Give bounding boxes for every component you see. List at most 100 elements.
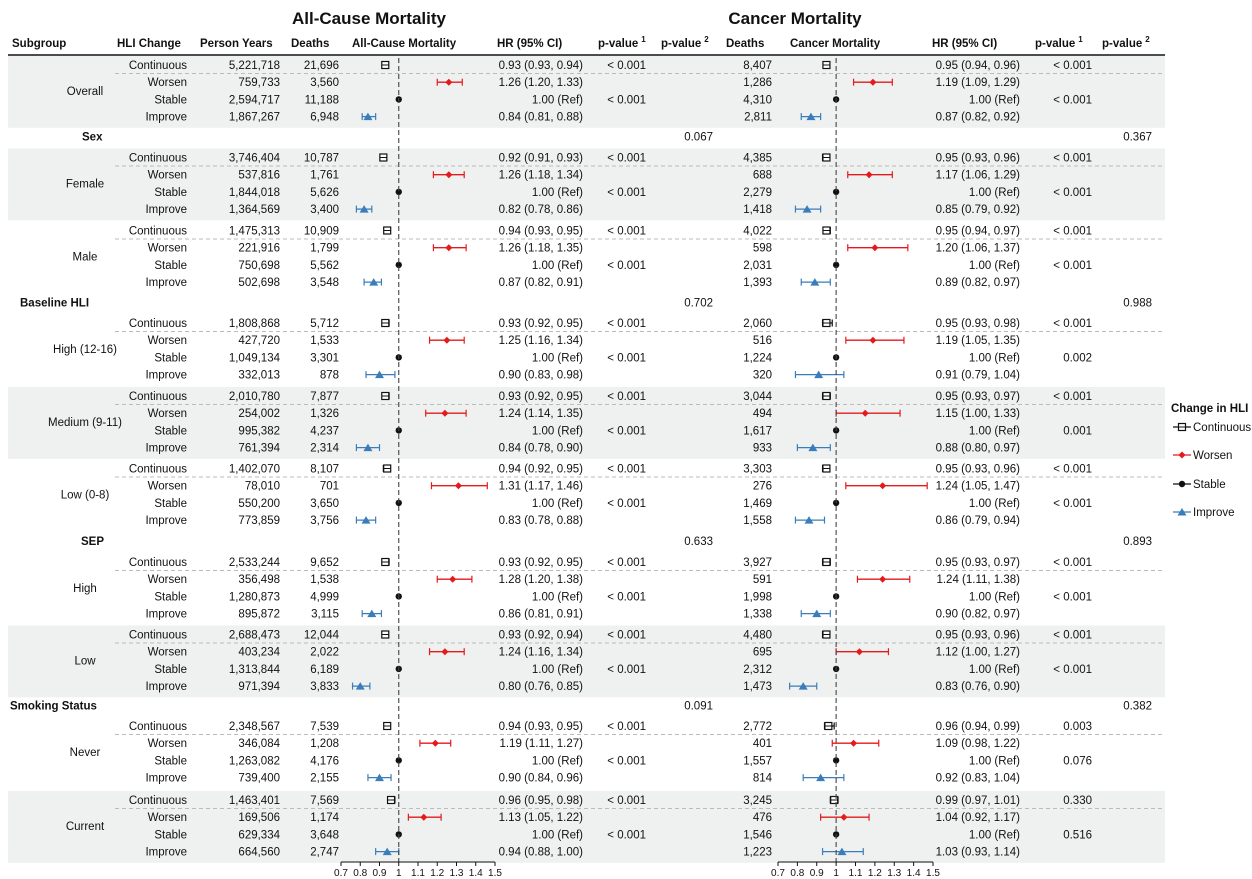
g0-r0-d1: 21,696 <box>304 60 339 72</box>
group-2: Male Continuous 1,475,313 10,909 0.94 (0.93,… <box>73 226 1165 289</box>
g6-r3-d2: 1,338 <box>743 609 772 621</box>
g4-r0-acm-point <box>381 391 390 401</box>
group-5: Low (0-8) Continuous 1,402,070 8,107 0.94 (0… <box>61 464 1165 527</box>
g1-r3-cm-point <box>802 205 812 213</box>
g1-r3-acm-point <box>359 205 369 213</box>
title-cancer: Cancer Mortality <box>728 9 862 28</box>
col-p1-acm-sup: 1 <box>641 35 646 44</box>
legend-label-2: Stable <box>1193 479 1226 491</box>
g6-r2-p1c: < 0.001 <box>1053 591 1092 603</box>
group-8-label: Never <box>70 747 101 759</box>
g5-r1-d2: 276 <box>753 481 772 493</box>
g8-r0-hr1: 0.94 (0.93, 0.95) <box>499 721 584 733</box>
g8-r2-p1c: 0.076 <box>1063 755 1092 767</box>
g5-r2-d2: 1,469 <box>743 498 772 510</box>
g2-r1-acm-point <box>445 244 453 252</box>
group-5-label: Low (0-8) <box>61 489 110 501</box>
g6-r3-acm-point <box>367 609 377 618</box>
header-1-label: Baseline HLI <box>20 298 89 310</box>
g8-r2-p1a: < 0.001 <box>607 755 646 767</box>
x-tick-label-acm-6: 1.3 <box>450 868 464 879</box>
g7-r2-d1: 6,189 <box>310 664 339 676</box>
legend-label-1: Worsen <box>1193 450 1232 462</box>
g2-r2-change: Stable <box>154 260 187 272</box>
g3-r1-acm-point <box>443 336 451 344</box>
g8-r3-py: 739,400 <box>238 773 280 785</box>
g9-r2-p1a: < 0.001 <box>607 829 646 841</box>
g4-r0-hr2: 0.95 (0.93, 0.97) <box>936 391 1021 403</box>
g2-r1-change: Worsen <box>148 243 187 255</box>
g9-r0-p1c: 0.330 <box>1063 795 1092 807</box>
g7-r2-change: Stable <box>154 664 187 676</box>
col-p2-acm-label: p-value <box>661 38 701 50</box>
g4-r3-hr1: 0.84 (0.78, 0.90) <box>499 443 584 455</box>
col-p1-cm-sup: 1 <box>1078 35 1083 44</box>
g9-r2-p1c: 0.516 <box>1063 829 1092 841</box>
g0-r1-d1: 3,560 <box>310 77 339 89</box>
header-0-label: Sex <box>82 132 103 144</box>
g1-r2-py: 1,844,018 <box>229 187 280 199</box>
g7-r0-change: Continuous <box>129 630 187 642</box>
g3-r1-cm-point <box>869 336 877 344</box>
col-plot-cm: Cancer Mortality <box>790 38 881 50</box>
g8-r1-cm-point <box>850 739 858 747</box>
g7-r0-py: 2,688,473 <box>229 630 280 642</box>
g4-r0-p1c: < 0.001 <box>1053 391 1092 403</box>
col-p2-cm-label: p-value <box>1102 38 1142 50</box>
group-8: Never Continuous 2,348,567 7,539 0.94 (0.93,… <box>70 721 1165 785</box>
g1-r3-d1: 3,400 <box>310 204 339 216</box>
g6-r1-hr2: 1.24 (1.11, 1.38) <box>936 574 1020 586</box>
g1-r0-p1c: < 0.001 <box>1053 153 1092 165</box>
g8-r2-cm-point <box>832 757 840 764</box>
g4-r0-d1: 7,877 <box>310 391 339 403</box>
g8-r0-acm-point <box>383 721 392 731</box>
g3-r3-d2: 320 <box>753 370 772 382</box>
g4-r1-hr2: 1.15 (1.00, 1.33) <box>936 408 1021 420</box>
g5-r3-cm-point <box>804 516 814 524</box>
g0-r0-hr2: 0.95 (0.94, 0.96) <box>936 60 1021 72</box>
g7-r3-cm-point <box>798 682 808 690</box>
g4-r3-hr2: 0.88 (0.80, 0.97) <box>936 443 1021 455</box>
column-headers: Subgroup HLI Change Person Years Deaths … <box>12 35 1150 50</box>
g0-r0-cm-point <box>822 60 831 70</box>
g6-r2-hr1: 1.00 (Ref) <box>532 591 583 603</box>
legend-marker-2 <box>1178 480 1186 488</box>
g0-r1-hr2: 1.19 (1.09, 1.29) <box>936 77 1021 89</box>
g3-r0-d1: 5,712 <box>310 318 339 330</box>
g9-r2-change: Stable <box>154 829 187 841</box>
g5-r2-p1c: < 0.001 <box>1053 498 1092 510</box>
col-deaths-acm: Deaths <box>291 38 329 50</box>
g1-r1-hr2: 1.17 (1.06, 1.29) <box>936 170 1021 182</box>
g9-r3-hr1: 0.94 (0.88, 1.00) <box>499 847 584 859</box>
g9-r1-change: Worsen <box>148 812 187 824</box>
g5-r1-d1: 701 <box>320 481 339 493</box>
g5-r2-p1a: < 0.001 <box>607 498 646 510</box>
header-2-label: SEP <box>81 536 104 548</box>
g9-r2-hr2: 1.00 (Ref) <box>969 829 1020 841</box>
g9-r1-hr1: 1.13 (1.05, 1.22) <box>499 812 584 824</box>
g2-r2-d1: 5,562 <box>310 260 339 272</box>
col-person-years: Person Years <box>200 38 273 50</box>
g2-r1-d2: 598 <box>753 243 772 255</box>
g4-r2-hr2: 1.00 (Ref) <box>969 425 1020 437</box>
g0-r3-py: 1,867,267 <box>229 112 280 124</box>
group-7-label: Low <box>74 655 96 667</box>
g2-r2-py: 750,698 <box>238 260 280 272</box>
g0-r1-acm-point <box>445 78 453 86</box>
g9-r0-hr2: 0.99 (0.97, 1.01) <box>936 795 1021 807</box>
g2-r3-change: Improve <box>145 277 187 289</box>
g1-r2-hr2: 1.00 (Ref) <box>969 187 1020 199</box>
g2-r2-cm-point <box>832 261 840 269</box>
g6-r3-cm-point <box>812 609 822 618</box>
g9-r3-py: 664,560 <box>238 847 280 859</box>
g7-r0-acm-point <box>381 630 390 639</box>
g8-r1-py: 346,084 <box>238 738 280 750</box>
g4-r2-d1: 4,237 <box>310 425 339 437</box>
g3-r1-d1: 1,533 <box>310 335 339 347</box>
header-0-p2-cm: 0.367 <box>1123 132 1152 144</box>
g2-r3-hr2: 0.89 (0.82, 0.97) <box>936 277 1021 289</box>
group-6-label: High <box>73 583 97 595</box>
g8-r3-hr1: 0.90 (0.84, 0.96) <box>499 773 584 785</box>
group-band <box>8 625 1165 698</box>
g0-r2-d2: 4,310 <box>743 94 772 106</box>
